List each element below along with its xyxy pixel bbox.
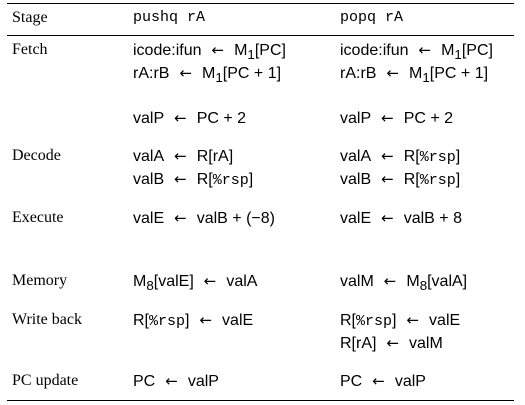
- stage-execute: Execute: [12, 209, 64, 226]
- decode-popq-line-2: valBR[%rsp]: [340, 169, 460, 191]
- pcupdate-popq-line-1: PCvalP: [340, 371, 426, 392]
- left-arrow-icon: [174, 108, 187, 128]
- stage-memory: Memory: [12, 272, 68, 289]
- stage-fetch: Fetch: [12, 41, 48, 58]
- left-arrow-icon: [204, 271, 217, 291]
- decode-pushq-line-1: valAR[rA]: [133, 146, 233, 167]
- stage-column-header: Stage: [12, 9, 48, 26]
- left-arrow-icon: [179, 63, 192, 83]
- left-arrow-icon: [381, 108, 394, 128]
- memory-pushq-line-1: M8[valE]valA: [133, 271, 257, 296]
- decode-pushq-line-2: valBR[%rsp]: [133, 169, 253, 191]
- left-arrow-icon: [381, 208, 394, 228]
- left-arrow-icon: [386, 63, 399, 83]
- execute-popq-line-1: valEvalB + 8: [340, 208, 462, 229]
- decode-popq-line-1: valAR[%rsp]: [340, 146, 460, 168]
- table-top-rule: [7, 3, 514, 5]
- left-arrow-icon: [384, 271, 397, 291]
- left-arrow-icon: [174, 208, 187, 228]
- stage-writeback: Write back: [12, 311, 82, 328]
- popq-column-header: popq rA: [340, 9, 404, 26]
- writeback-popq-line-2: R[rA]valM: [340, 333, 443, 354]
- left-arrow-icon: [199, 310, 212, 330]
- fetch-popq-line-1: icode:ifunM1[PC]: [340, 40, 493, 65]
- memory-popq-line-1: valMM8[valA]: [340, 271, 467, 296]
- fetch-pushq-line-1: icode:ifunM1[PC]: [133, 40, 286, 65]
- stage-pc-update: PC update: [12, 372, 79, 389]
- table-bottom-rule: [7, 400, 514, 402]
- left-arrow-icon: [406, 310, 419, 330]
- left-arrow-icon: [381, 169, 394, 189]
- execute-pushq-line-1: valEvalB + (−8): [133, 208, 275, 229]
- left-arrow-icon: [212, 40, 225, 60]
- left-arrow-icon: [165, 371, 178, 391]
- fetch-pushq-line-2: rA:rBM1[PC + 1]: [133, 63, 281, 88]
- left-arrow-icon: [419, 40, 432, 60]
- fetch-popq-line-2: rA:rBM1[PC + 1]: [340, 63, 488, 88]
- writeback-popq-line-1: R[%rsp]valE: [340, 310, 460, 332]
- left-arrow-icon: [386, 333, 399, 353]
- left-arrow-icon: [372, 371, 385, 391]
- left-arrow-icon: [381, 146, 394, 166]
- stage-decode: Decode: [12, 147, 61, 164]
- writeback-pushq-line-1: R[%rsp]valE: [133, 310, 253, 332]
- table-header-rule: [7, 35, 514, 36]
- pushq-column-header: pushq rA: [133, 9, 206, 26]
- left-arrow-icon: [174, 146, 187, 166]
- pcupdate-pushq-line-1: PCvalP: [133, 371, 219, 392]
- left-arrow-icon: [174, 169, 187, 189]
